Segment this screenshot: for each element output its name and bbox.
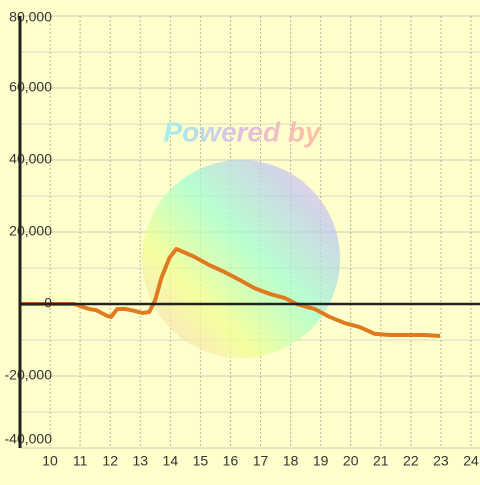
x-tick-label: 16 <box>223 453 239 469</box>
x-tick-label: 22 <box>403 453 419 469</box>
plot <box>20 246 441 339</box>
x-tick-label: 15 <box>193 453 209 469</box>
y-tick-label: 20,000 <box>9 223 52 239</box>
x-tick-label: 21 <box>373 453 389 469</box>
x-tick-label: 12 <box>102 453 118 469</box>
y-tick-label: 80,000 <box>9 9 52 25</box>
x-tick-label: 17 <box>253 453 269 469</box>
y-tick-label: -40,000 <box>5 431 53 447</box>
x-tick-label: 19 <box>313 453 329 469</box>
x-tick-label: 18 <box>283 453 299 469</box>
x-tick-label: 11 <box>73 453 88 469</box>
x-tick-label: 13 <box>132 453 148 469</box>
watermark-logo <box>142 160 340 358</box>
x-tick-label: 24 <box>463 453 479 469</box>
x-tick-label: 10 <box>42 453 58 469</box>
x-tick-label: 23 <box>433 453 449 469</box>
x-tick-label: 20 <box>343 453 359 469</box>
watermark-text: Powered by <box>163 116 322 147</box>
y-tick-label: 60,000 <box>9 79 52 95</box>
y-tick-label: 0 <box>44 295 52 311</box>
line <box>20 246 441 339</box>
y-tick-label: 40,000 <box>9 151 52 167</box>
y-tick-label: -20,000 <box>5 367 53 383</box>
x-tick-label: 14 <box>163 453 179 469</box>
